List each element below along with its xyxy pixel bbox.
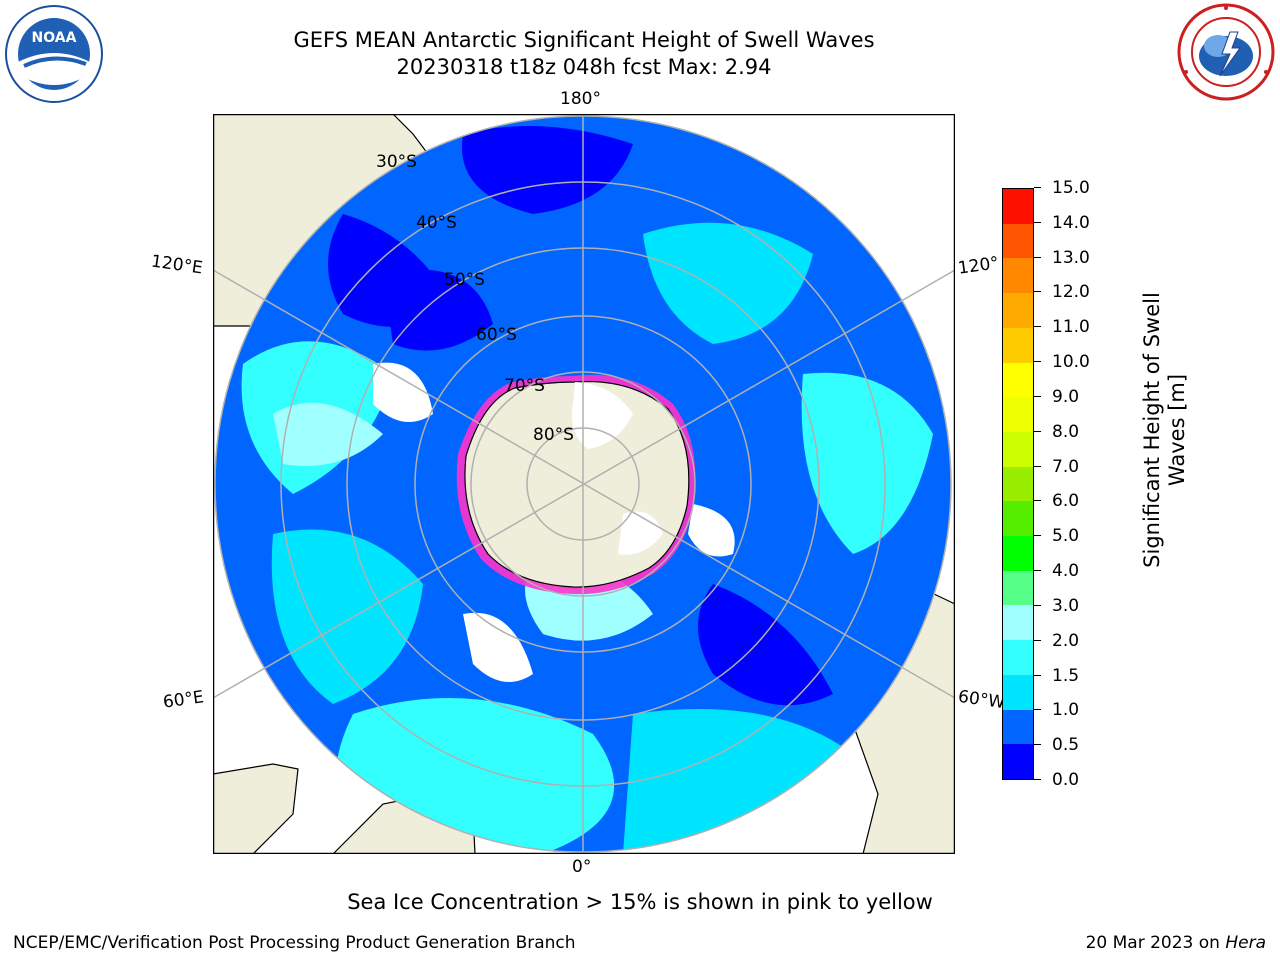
svg-text:NOAA: NOAA	[32, 30, 77, 46]
colorbar	[1002, 188, 1034, 780]
colorbar-tick-mark	[1034, 221, 1041, 223]
colorbar-segment	[1003, 640, 1033, 675]
colorbar-tick-mark	[1034, 674, 1041, 676]
colorbar-tick-label: 1.5	[1052, 665, 1080, 686]
colorbar-tick-label: 1.0	[1052, 700, 1080, 721]
footer-credit: NCEP/EMC/Verification Post Processing Pr…	[13, 933, 576, 953]
lon-label-upper-right: 120°	[956, 253, 1001, 279]
colorbar-tick-mark	[1034, 187, 1041, 188]
footer-host: Hera	[1225, 933, 1266, 953]
lat-label-80s: 80°S	[533, 425, 574, 445]
lat-label-50s: 50°S	[444, 270, 485, 290]
colorbar-tick-mark	[1034, 430, 1041, 432]
colorbar-tick-mark	[1034, 500, 1041, 502]
colorbar-tick-label: 9.0	[1052, 386, 1080, 407]
sea-ice-note: Sea Ice Concentration > 15% is shown in …	[347, 890, 933, 914]
colorbar-tick-label: 2.0	[1052, 630, 1080, 651]
lon-label-lower-left: 60°E	[161, 687, 206, 713]
footer-date-text: 20 Mar 2023 on	[1085, 933, 1220, 953]
chart-subtitle: 20230318 t18z 048h fcst Max: 2.94	[396, 55, 772, 79]
graticule	[213, 114, 955, 854]
colorbar-label-line1: Significant Height of Swell	[1140, 292, 1164, 568]
colorbar-segment	[1003, 605, 1033, 641]
nws-logo	[1177, 3, 1275, 101]
colorbar-segment	[1003, 501, 1033, 537]
colorbar-segment	[1003, 536, 1033, 571]
colorbar-segment	[1003, 570, 1033, 606]
colorbar-segment	[1003, 744, 1033, 779]
colorbar-tick-label: 8.0	[1052, 421, 1080, 442]
colorbar-segment	[1003, 674, 1033, 710]
colorbar-tick-label: 14.0	[1052, 212, 1090, 233]
colorbar-tick-mark	[1034, 361, 1041, 363]
colorbar-segment	[1003, 189, 1033, 224]
colorbar-tick-mark	[1034, 744, 1041, 746]
noaa-logo: NOAA	[5, 5, 103, 103]
colorbar-ticks: 0.0 0.5 1.0 1.5 2.0 3.0 4.0 5.0 6.0 7.0 8.0 9.0 10.0…	[1034, 178, 1104, 790]
colorbar-tick-label: 15.0	[1052, 178, 1090, 198]
colorbar-tick-label: 6.0	[1052, 491, 1080, 512]
colorbar-tick-label: 3.0	[1052, 595, 1080, 616]
lat-label-30s: 30°S	[376, 152, 417, 172]
lon-label-bottom: 0°	[572, 857, 592, 877]
colorbar-tick-mark	[1034, 779, 1041, 780]
colorbar-segment	[1003, 397, 1033, 432]
colorbar-segment	[1003, 293, 1033, 328]
colorbar-segment	[1003, 362, 1033, 398]
colorbar-label-line2: Waves [m]	[1165, 373, 1189, 487]
colorbar-tick-label: 0.0	[1052, 770, 1080, 790]
colorbar-segment	[1003, 223, 1033, 259]
footer-date: 20 Mar 2023 on Hera	[1086, 933, 1266, 953]
colorbar-tick-label: 7.0	[1052, 456, 1080, 477]
colorbar-tick-label: 12.0	[1052, 282, 1090, 303]
lat-label-60s: 60°S	[476, 325, 517, 345]
colorbar-segment	[1003, 709, 1033, 745]
colorbar-segment	[1003, 327, 1033, 363]
madagascar-land	[213, 763, 299, 854]
colorbar-segment	[1003, 466, 1033, 502]
colorbar-tick-mark	[1034, 291, 1041, 293]
colorbar-tick-mark	[1034, 604, 1041, 606]
lon-label-lower-right: 60°W	[956, 686, 1007, 714]
colorbar-tick-mark	[1034, 326, 1041, 328]
colorbar-tick-mark	[1034, 256, 1041, 258]
colorbar-segment	[1003, 431, 1033, 467]
colorbar-tick-label: 11.0	[1052, 317, 1090, 338]
polar-stereographic-map	[213, 114, 955, 854]
colorbar-tick-mark	[1034, 709, 1041, 711]
colorbar-label: Significant Height of Swell Waves [m]	[1040, 290, 1220, 690]
colorbar-tick-mark	[1034, 535, 1041, 537]
colorbar-tick-mark	[1034, 570, 1041, 572]
colorbar-tick-label: 5.0	[1052, 526, 1080, 547]
lon-label-upper-left: 120°E	[149, 251, 204, 279]
colorbar-tick-label: 10.0	[1052, 352, 1090, 373]
colorbar-tick-label: 13.0	[1052, 247, 1090, 268]
lat-label-40s: 40°S	[416, 213, 457, 233]
lon-label-top: 180°	[560, 89, 601, 109]
colorbar-tick-label: 0.5	[1052, 735, 1080, 756]
colorbar-tick-mark	[1034, 465, 1041, 467]
colorbar-tick-label: 4.0	[1052, 561, 1080, 582]
colorbar-tick-mark	[1034, 639, 1041, 641]
lat-label-70s: 70°S	[504, 376, 545, 396]
colorbar-segment	[1003, 258, 1033, 294]
colorbar-tick-mark	[1034, 395, 1041, 397]
chart-title: GEFS MEAN Antarctic Significant Height o…	[293, 28, 875, 52]
